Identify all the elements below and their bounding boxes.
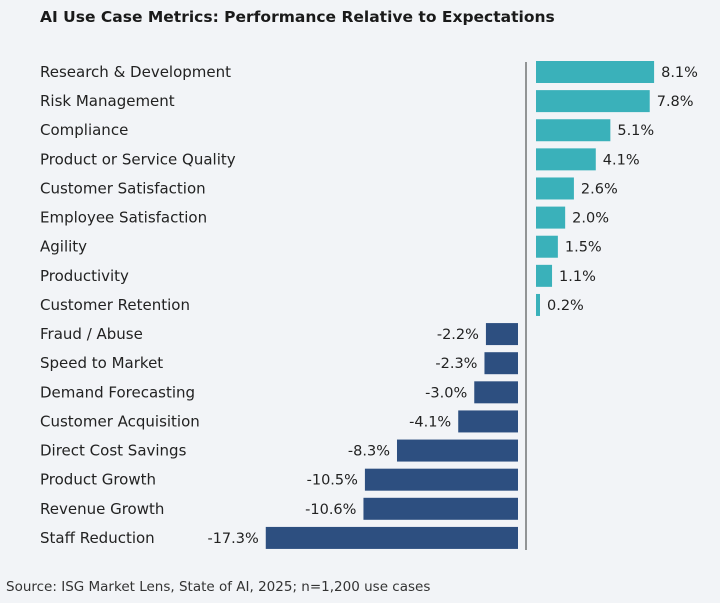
data-label: -3.0% — [425, 385, 467, 401]
category-label: Compliance — [40, 121, 128, 139]
data-label: 2.0% — [572, 211, 609, 227]
data-label: 7.8% — [657, 94, 694, 110]
bar — [364, 468, 518, 491]
data-label: 5.1% — [617, 123, 654, 139]
category-label: Direct Cost Savings — [40, 442, 187, 460]
data-label: -17.3% — [207, 531, 258, 547]
data-label: 1.5% — [565, 240, 602, 256]
category-label: Fraud / Abuse — [40, 325, 143, 343]
source-note: Source: ISG Market Lens, State of AI, 20… — [6, 579, 431, 595]
bar — [458, 410, 518, 433]
bar — [536, 235, 558, 258]
bar — [536, 293, 540, 316]
bar — [536, 90, 650, 113]
category-label: Agility — [40, 238, 87, 256]
category-label: Staff Reduction — [40, 529, 155, 547]
category-label: Product Growth — [40, 471, 156, 489]
data-label: 0.2% — [547, 298, 584, 314]
category-label: Productivity — [40, 267, 129, 285]
bar — [536, 177, 574, 200]
category-label: Research & Development — [40, 63, 231, 81]
data-label: -2.3% — [435, 356, 477, 372]
category-label: Speed to Market — [40, 354, 163, 372]
data-label: 2.6% — [581, 181, 618, 197]
category-label: Revenue Growth — [40, 500, 164, 518]
data-label: -10.6% — [305, 502, 356, 518]
chart-title: AI Use Case Metrics: Performance Relativ… — [40, 8, 555, 26]
category-label: Customer Retention — [40, 296, 190, 314]
bar — [265, 526, 518, 549]
data-label: 4.1% — [603, 152, 640, 168]
data-label: 1.1% — [559, 269, 596, 285]
bar — [536, 206, 566, 229]
data-label: 8.1% — [661, 65, 698, 81]
data-label: -4.1% — [409, 414, 451, 430]
bar — [536, 61, 655, 83]
bar — [396, 439, 518, 462]
data-label: -2.2% — [437, 327, 479, 343]
bar — [363, 497, 518, 520]
data-label: -10.5% — [307, 473, 358, 489]
data-label: -8.3% — [348, 444, 390, 460]
bar — [536, 264, 553, 287]
bar — [485, 323, 518, 346]
bar — [536, 119, 611, 142]
category-label: Risk Management — [40, 92, 175, 110]
category-label: Customer Acquisition — [40, 412, 200, 430]
bar — [484, 352, 518, 375]
bar — [536, 148, 596, 171]
category-label: Customer Satisfaction — [40, 179, 206, 197]
category-label: Demand Forecasting — [40, 383, 195, 401]
category-label: Employee Satisfaction — [40, 209, 207, 227]
category-label: Product or Service Quality — [40, 150, 236, 168]
bar — [474, 381, 518, 404]
